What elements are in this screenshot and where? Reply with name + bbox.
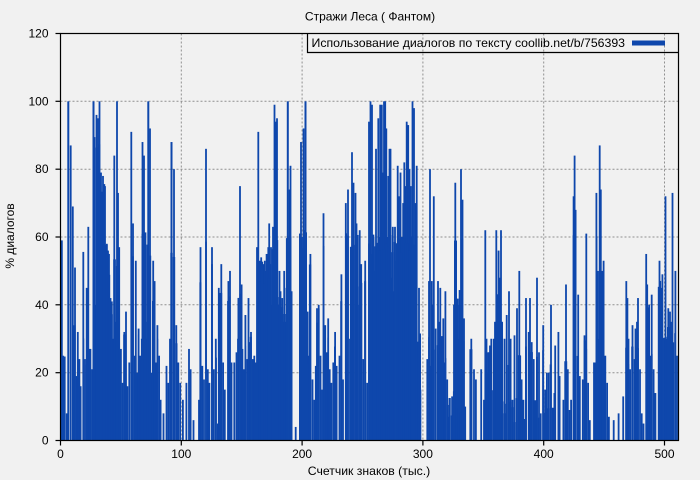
svg-text:80: 80 xyxy=(35,162,49,176)
svg-text:20: 20 xyxy=(35,366,49,380)
svg-text:500: 500 xyxy=(654,447,674,461)
svg-text:40: 40 xyxy=(35,298,49,312)
svg-text:% диалогов: % диалогов xyxy=(3,203,17,268)
svg-text:Счетчик знаков (тыс.): Счетчик знаков (тыс.) xyxy=(308,464,431,478)
svg-text:300: 300 xyxy=(413,447,433,461)
svg-text:0: 0 xyxy=(57,447,64,461)
svg-text:120: 120 xyxy=(28,27,48,41)
svg-text:100: 100 xyxy=(28,94,48,108)
svg-text:Стражи Леса ( Фантом): Стражи Леса ( Фантом) xyxy=(305,10,435,24)
svg-text:100: 100 xyxy=(171,447,191,461)
svg-text:200: 200 xyxy=(292,447,312,461)
svg-text:Использование диалогов по текс: Использование диалогов по тексту coollib… xyxy=(312,36,626,50)
svg-text:0: 0 xyxy=(42,434,49,448)
svg-text:400: 400 xyxy=(534,447,554,461)
svg-text:60: 60 xyxy=(35,230,49,244)
